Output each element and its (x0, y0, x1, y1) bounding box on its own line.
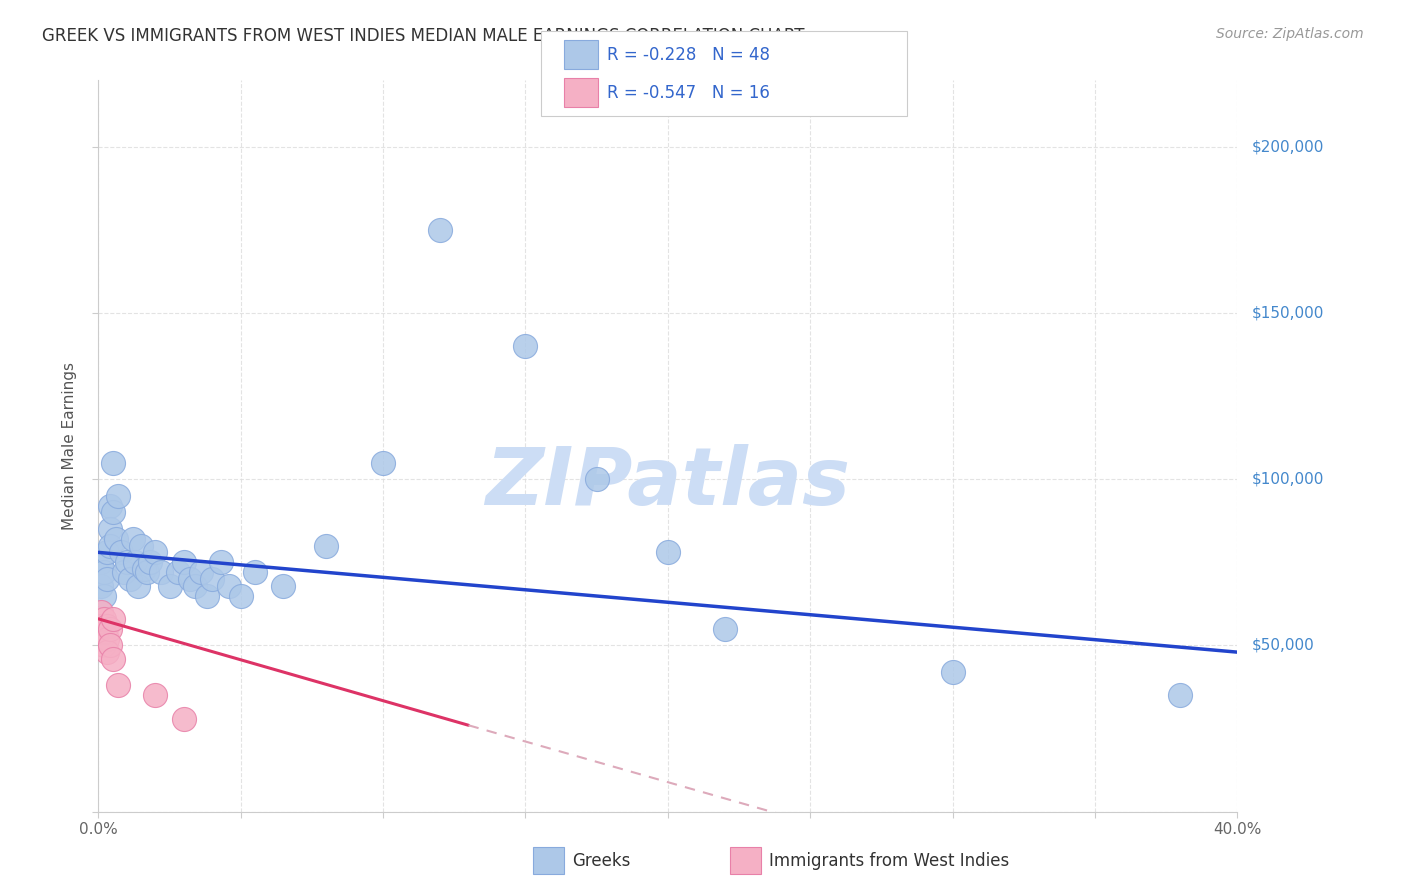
Point (115, 555, 138, 569)
Point (273, 579, 295, 593)
Point (90, 605, 112, 619)
Point (127, 579, 149, 593)
Point (112, 566, 135, 580)
Point (98, 522, 121, 536)
Point (98, 639, 121, 653)
Point (190, 566, 212, 580)
Point (93, 639, 115, 653)
Point (101, 506, 124, 520)
Point (96, 572, 118, 586)
Point (179, 572, 201, 586)
Point (101, 612, 124, 626)
Point (201, 572, 224, 586)
Point (90, 579, 112, 593)
Text: Source: ZipAtlas.com: Source: ZipAtlas.com (1216, 27, 1364, 41)
Text: $50,000: $50,000 (1251, 638, 1315, 653)
Point (121, 532, 143, 546)
Point (96, 618, 118, 632)
Text: Greeks: Greeks (572, 852, 631, 870)
Y-axis label: Median Male Earnings: Median Male Earnings (62, 362, 77, 530)
Text: R = -0.547   N = 16: R = -0.547 N = 16 (607, 84, 770, 102)
Point (96, 645, 118, 659)
Point (173, 555, 195, 569)
Point (90, 555, 112, 569)
Point (96, 545, 118, 559)
Point (657, 545, 679, 559)
Point (429, 223, 451, 237)
Text: $150,000: $150,000 (1251, 306, 1323, 320)
Text: R = -0.228   N = 48: R = -0.228 N = 48 (607, 45, 770, 63)
Point (90, 618, 112, 632)
Point (110, 545, 132, 559)
Point (132, 562, 155, 576)
Point (93, 566, 115, 580)
Point (373, 456, 395, 470)
Text: GREEK VS IMMIGRANTS FROM WEST INDIES MEDIAN MALE EARNINGS CORRELATION CHART: GREEK VS IMMIGRANTS FROM WEST INDIES MED… (42, 27, 804, 45)
Point (135, 566, 157, 580)
Point (107, 678, 129, 692)
Point (107, 489, 129, 503)
Point (145, 689, 167, 703)
Point (118, 572, 141, 586)
Point (98, 499, 121, 513)
Point (209, 555, 232, 569)
Point (138, 555, 160, 569)
Point (93, 612, 115, 626)
Point (1170, 689, 1192, 703)
Point (315, 539, 337, 553)
Point (942, 665, 965, 679)
Point (101, 652, 124, 666)
Point (98, 539, 121, 553)
Point (98, 622, 121, 636)
Point (195, 589, 218, 603)
Point (714, 622, 737, 636)
Point (218, 579, 240, 593)
Point (243, 566, 266, 580)
Point (184, 579, 207, 593)
Point (124, 555, 146, 569)
Point (101, 456, 124, 470)
Text: $200,000: $200,000 (1251, 139, 1323, 154)
Point (145, 545, 167, 559)
Point (159, 579, 181, 593)
Point (173, 712, 195, 726)
Point (585, 472, 607, 486)
Point (150, 566, 173, 580)
Text: Immigrants from West Indies: Immigrants from West Indies (769, 852, 1010, 870)
Text: ZIPatlas: ZIPatlas (485, 443, 851, 522)
Point (93, 625, 115, 640)
Point (167, 566, 190, 580)
Point (96, 632, 118, 646)
Point (229, 589, 252, 603)
Point (515, 339, 537, 353)
Point (104, 532, 127, 546)
Point (93, 589, 115, 603)
Point (90, 632, 112, 646)
Point (129, 539, 152, 553)
Text: $100,000: $100,000 (1251, 472, 1323, 487)
